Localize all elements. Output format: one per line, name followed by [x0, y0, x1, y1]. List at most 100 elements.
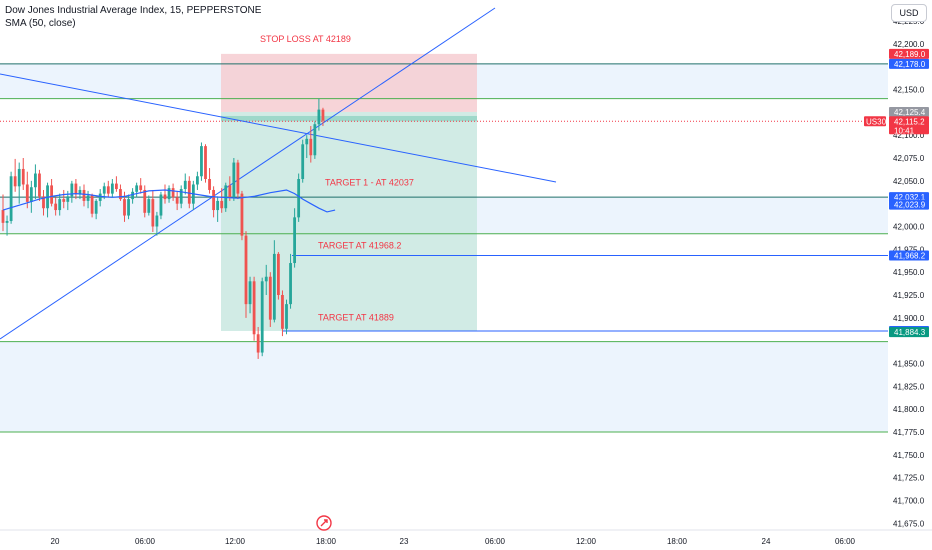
- countdown-text: 10:41: [894, 126, 915, 135]
- candle-body: [155, 215, 159, 227]
- candle-body: [321, 109, 325, 121]
- candle: [62, 189, 66, 209]
- currency-button[interactable]: USD: [891, 4, 927, 22]
- price-labels: 42,189.042,178.042,125.442,115.210:4142,…: [864, 48, 929, 338]
- x-tick-label: 06:00: [835, 537, 856, 546]
- candle-body: [305, 138, 309, 145]
- candle: [167, 185, 171, 203]
- candle-body: [78, 189, 82, 195]
- candle-body: [34, 173, 37, 188]
- candle: [228, 176, 232, 201]
- candle: [313, 121, 317, 159]
- y-tick-label: 41,725.0: [893, 474, 925, 483]
- candle-body: [58, 199, 62, 211]
- y-tick-label: 41,900.0: [893, 314, 925, 323]
- candle-body: [293, 217, 296, 264]
- candle: [110, 179, 114, 198]
- candle-body: [5, 221, 9, 223]
- candle-body: [74, 183, 78, 195]
- candle-body: [171, 188, 175, 198]
- candle-body: [281, 295, 284, 329]
- candle-body: [212, 189, 215, 211]
- y-tick-label: 42,000.0: [893, 223, 925, 232]
- candle-body: [240, 193, 244, 236]
- y-tick-label: 42,150.0: [893, 86, 925, 95]
- trendlines[interactable]: [0, 7, 557, 340]
- y-tick-label: 41,850.0: [893, 360, 925, 369]
- candle: [54, 197, 58, 216]
- candle: [285, 299, 288, 335]
- profit-target-zone: [221, 111, 477, 331]
- y-tick-label: 41,950.0: [893, 268, 925, 277]
- candle-body: [196, 176, 199, 185]
- annotation-label: TARGET AT 41968.2: [318, 240, 401, 250]
- candle: [277, 252, 280, 300]
- candle-body: [70, 183, 74, 197]
- candle: [131, 188, 134, 204]
- candle-body: [232, 162, 236, 198]
- price-badge-bg: [889, 48, 929, 59]
- candle-body: [9, 176, 13, 222]
- entry-band: [221, 115, 477, 122]
- candle-body: [252, 281, 256, 335]
- price-badge-text: 42,115.2: [894, 117, 925, 126]
- y-tick-label: 41,975.0: [893, 245, 925, 254]
- price-badge-bg: [889, 116, 929, 135]
- candle: [147, 195, 151, 216]
- candle: [34, 164, 37, 200]
- annotations: STOP LOSS AT 42189 TARGET 1 - AT 42037 TAR…: [260, 34, 414, 323]
- symbol-badge-text: US30: [866, 117, 887, 126]
- price-badge: 42,178.0: [889, 58, 929, 69]
- candle: [163, 184, 167, 204]
- candle: [171, 183, 175, 201]
- price-badge-bg: [889, 250, 929, 261]
- candle-body: [147, 199, 151, 213]
- candle: [1, 194, 5, 232]
- candle-body: [139, 185, 143, 190]
- sma-series: [2, 189, 336, 213]
- candle: [244, 231, 248, 318]
- candle-body: [135, 185, 139, 192]
- price-badge-bg: [889, 327, 929, 338]
- price-badge-text: 42,032.1: [894, 193, 926, 202]
- annotation-label: TARGET 1 - AT 42037: [325, 177, 414, 187]
- candle-body: [86, 195, 90, 201]
- price-badge-bg: [889, 106, 929, 117]
- candle: [220, 188, 224, 213]
- horizontal-levels[interactable]: [0, 63, 888, 433]
- candle-body: [110, 183, 114, 194]
- candle-body: [260, 281, 264, 353]
- candle-body: [42, 196, 45, 209]
- candle: [297, 173, 301, 222]
- candle-body: [297, 179, 301, 218]
- y-tick-label: 41,825.0: [893, 382, 925, 391]
- candle-body: [115, 183, 118, 190]
- tradingview-logo-icon[interactable]: [316, 515, 332, 531]
- candle-body: [183, 180, 187, 190]
- stop-loss-zone: [221, 53, 477, 112]
- candle-body: [54, 203, 58, 211]
- candle-body: [220, 200, 224, 209]
- candle: [94, 199, 98, 220]
- candle-body: [179, 189, 183, 204]
- candle-body: [106, 186, 110, 194]
- candle: [70, 180, 74, 203]
- x-tick-label: 12:00: [576, 537, 597, 546]
- candle-body: [248, 281, 252, 305]
- candle-body: [50, 185, 53, 204]
- candle-body: [228, 185, 232, 198]
- candle: [175, 191, 179, 211]
- candle: [115, 176, 118, 192]
- candle-body: [301, 144, 305, 180]
- candle-body: [285, 304, 288, 329]
- price-badge: 42,115.210:41: [889, 116, 929, 135]
- candle-body: [268, 276, 272, 320]
- price-badge: 41,884.3: [889, 327, 929, 338]
- x-tick-label: 18:00: [667, 537, 688, 546]
- candle: [106, 180, 110, 198]
- candle: [90, 193, 94, 218]
- candle: [196, 171, 199, 190]
- indicator-label[interactable]: SMA (50, close): [5, 18, 76, 29]
- price-badge-text: 42,178.0: [894, 60, 926, 69]
